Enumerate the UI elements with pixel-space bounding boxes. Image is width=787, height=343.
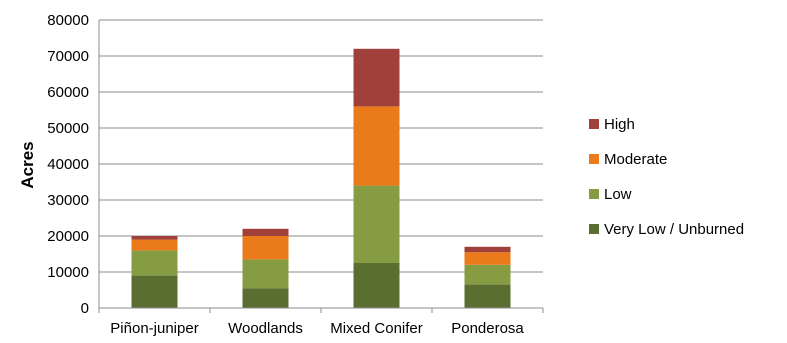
x-tick-label: Mixed Conifer	[330, 320, 423, 337]
gridlines	[99, 19, 543, 273]
legend-swatch	[589, 154, 599, 164]
bar-segment	[131, 236, 178, 240]
legend-item: High	[589, 116, 635, 133]
bars	[131, 48, 511, 308]
legend-item: Moderate	[589, 151, 667, 168]
y-tick-label: 0	[81, 300, 89, 317]
y-tick-label: 20000	[47, 228, 89, 245]
x-tick-labels: Piñon-juniper Woodlands Mixed Conifer Ponde…	[110, 320, 524, 337]
bar-segment	[464, 252, 511, 265]
x-tick-label: Piñon-juniper	[110, 320, 198, 337]
bar-segment	[353, 106, 400, 186]
bar-segment	[242, 236, 289, 260]
bar-segment	[464, 246, 511, 253]
y-tick-label: 60000	[47, 84, 89, 101]
legend-swatch	[589, 119, 599, 129]
bar-segment	[131, 250, 178, 276]
y-tick-label: 50000	[47, 120, 89, 137]
bar-segment	[464, 264, 511, 285]
legend-swatch	[589, 224, 599, 234]
bar-segment	[353, 263, 400, 308]
legend: High Moderate Low Very Low / Unburned	[589, 116, 744, 238]
legend-label: Very Low / Unburned	[604, 221, 744, 238]
legend-label: Low	[604, 186, 632, 203]
legend-label: High	[604, 116, 635, 133]
legend-item: Very Low / Unburned	[589, 221, 744, 238]
axes	[98, 20, 544, 313]
y-tick-labels: 0 10000 20000 30000 40000 50000 60000 70000 8000…	[47, 12, 89, 317]
legend-swatch	[589, 189, 599, 199]
bar-segment	[464, 284, 511, 308]
bar-segment	[353, 48, 400, 107]
x-tick-label: Woodlands	[228, 320, 303, 337]
y-tick-label: 10000	[47, 264, 89, 281]
legend-label: Moderate	[604, 151, 667, 168]
y-tick-label: 80000	[47, 12, 89, 29]
y-axis-label: Acres	[18, 141, 37, 188]
bar-segment	[242, 228, 289, 236]
bar-segment	[353, 185, 400, 263]
bar-segment	[242, 288, 289, 308]
y-tick-label: 70000	[47, 48, 89, 65]
y-tick-label: 40000	[47, 156, 89, 173]
bar-segment	[131, 239, 178, 251]
legend-item: Low	[589, 186, 632, 203]
y-tick-label: 30000	[47, 192, 89, 209]
bar-segment	[242, 259, 289, 289]
bar-segment	[131, 275, 178, 308]
x-tick-label: Ponderosa	[451, 320, 524, 337]
